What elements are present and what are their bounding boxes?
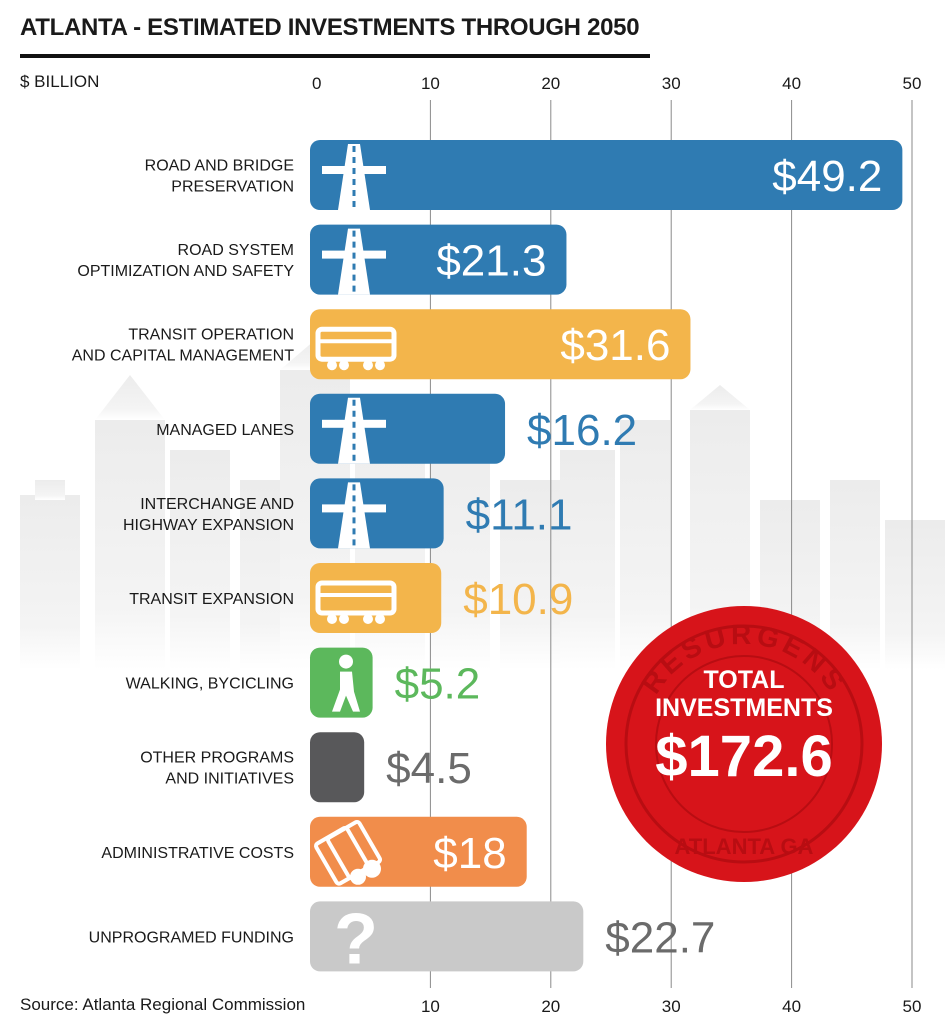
bar-group: MANAGED LANES $16.2 [156, 393, 637, 464]
bar-value-label: $5.2 [395, 660, 481, 709]
highway-icon [322, 144, 386, 210]
x-tick-label-top: 20 [541, 74, 560, 93]
bar [310, 732, 365, 803]
x-tick-label-bottom: 50 [903, 997, 922, 1016]
svg-text:?: ? [334, 899, 378, 979]
walker-icon [332, 654, 360, 712]
bar-value-label: $21.3 [436, 237, 546, 286]
bar-group: TRANSIT EXPANSION $10.9 [129, 563, 573, 633]
chart-title: ATLANTA - ESTIMATED INVESTMENTS THROUGH … [20, 14, 640, 41]
source-note: Source: Atlanta Regional Commission [20, 995, 306, 1014]
money-icon [314, 819, 382, 886]
x-tick-label-bottom: 40 [782, 997, 801, 1016]
category-label: AND INITIATIVES [165, 771, 294, 788]
bar-group: TRANSIT OPERATION AND CAPITAL MANAGEMENT $… [72, 309, 691, 380]
total-label-line1: TOTAL [703, 666, 784, 694]
category-label: MANAGED LANES [156, 422, 294, 439]
seal-text-bottom: ATLANTA GA [675, 834, 814, 859]
bar-value-label: $49.2 [772, 152, 882, 201]
highway-icon [322, 482, 386, 549]
unit-label: $ BILLION [20, 72, 100, 91]
bar [310, 224, 567, 295]
category-label: TRANSIT EXPANSION [129, 591, 294, 608]
bar-group: UNPROGRAMED FUNDING? $22.7 [89, 899, 716, 979]
category-label: ADMINISTRATIVE COSTS [101, 845, 294, 862]
tram-icon [315, 326, 397, 371]
highway-icon [322, 228, 386, 295]
question-icon: ? [334, 899, 378, 979]
title-underline [20, 54, 650, 58]
bar [310, 478, 444, 549]
bar-value-label: $4.5 [386, 744, 472, 793]
bar [310, 309, 691, 380]
bar [310, 140, 903, 210]
category-label: ROAD SYSTEM [178, 242, 294, 259]
category-label: TRANSIT OPERATION [128, 327, 294, 344]
tram-icon [315, 580, 397, 624]
bar-value-label: $10.9 [463, 575, 573, 624]
bar [310, 901, 584, 972]
bar-value-label: $18 [433, 829, 506, 878]
total-value: $172.6 [655, 724, 832, 789]
category-label: PRESERVATION [171, 179, 294, 196]
x-tick-label-bottom: 20 [541, 997, 560, 1016]
bar-group: OTHER PROGRAMS AND INITIATIVES $4.5 [140, 732, 472, 803]
axis-ticks: 0 10 20 30 40 50 10 20 30 40 50 [312, 74, 921, 1016]
bar-group: INTERCHANGE AND HIGHWAY EXPANSION $11.1 [123, 478, 573, 549]
bar-value-label: $31.6 [560, 321, 670, 370]
category-label: UNPROGRAMED FUNDING [89, 929, 294, 946]
category-label: OTHER PROGRAMS [140, 750, 294, 767]
category-label: WALKING, BYCICLING [126, 676, 294, 693]
x-tick-label-top: 50 [903, 74, 922, 93]
x-tick-label-bottom: 10 [421, 997, 440, 1016]
x-tick-label-top: 40 [782, 74, 801, 93]
highway-icon [322, 397, 386, 464]
bar-value-label: $11.1 [466, 490, 573, 539]
category-label: INTERCHANGE AND [140, 496, 294, 513]
bar-group: WALKING, BYCICLING $5.2 [126, 647, 481, 718]
x-tick-label-bottom: 30 [662, 997, 681, 1016]
bar-value-label: $16.2 [527, 406, 637, 455]
total-label-line2: INVESTMENTS [655, 694, 833, 722]
x-tick-label-top: 10 [421, 74, 440, 93]
bar-group: ROAD SYSTEM OPTIMIZATION AND SAFETY $21.3 [77, 224, 567, 295]
bar [310, 393, 506, 464]
category-label: OPTIMIZATION AND SAFETY [77, 263, 294, 280]
bar-group: ADMINISTRATIVE COSTS $18 [101, 816, 527, 887]
category-label: HIGHWAY EXPANSION [123, 517, 294, 534]
category-label: ROAD AND BRIDGE [145, 158, 294, 175]
bar-group: ROAD AND BRIDGE PRESERVATION $49.2 [145, 140, 903, 210]
total-investments-seal: RESURGENS ATLANTA GA TOTAL INVESTMENTS $… [606, 606, 882, 882]
category-label: AND CAPITAL MANAGEMENT [72, 348, 294, 365]
x-tick-label-top: 30 [662, 74, 681, 93]
bar-value-label: $22.7 [605, 913, 715, 962]
x-tick-label-top: 0 [312, 74, 321, 93]
seal-circle [606, 606, 882, 882]
bars: ROAD AND BRIDGE PRESERVATION $49.2 ROAD SYS… [72, 140, 903, 979]
